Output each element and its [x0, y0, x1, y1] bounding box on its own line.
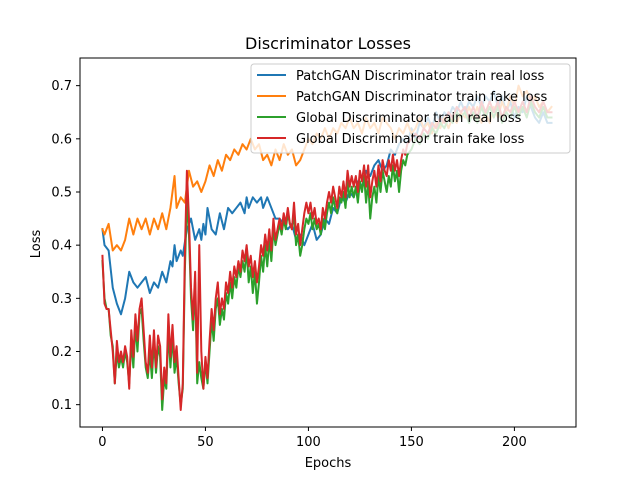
legend-label-2: PatchGAN Discriminator train fake loss — [296, 90, 548, 105]
x-tick-label: 50 — [197, 435, 214, 450]
x-tick-label: 100 — [296, 435, 321, 450]
x-axis-label: Epochs — [305, 456, 352, 471]
y-tick-label: 0.5 — [51, 185, 72, 200]
x-axis: 0 50 100 150 200 — [98, 427, 527, 450]
legend-box — [250, 63, 571, 154]
y-tick-label: 0.1 — [51, 398, 72, 413]
y-tick-label: 0.7 — [51, 79, 72, 94]
x-tick-label: 0 — [98, 435, 106, 450]
y-axis-label: Loss — [29, 230, 44, 259]
x-tick-label: 150 — [399, 435, 424, 450]
y-tick-label: 0.4 — [51, 239, 72, 254]
y-tick-label: 0.3 — [51, 292, 72, 307]
legend-label-1: PatchGAN Discriminator train real loss — [296, 69, 545, 84]
plot-frame — [79, 57, 577, 428]
y-axis: 0.1 0.2 0.3 0.4 0.5 0.6 0.7 — [51, 79, 80, 413]
y-tick-label: 0.6 — [51, 132, 72, 147]
chart-title: Discriminator Losses — [245, 34, 411, 53]
legend-label-3: Global Discriminator train real loss — [296, 111, 522, 126]
x-tick-label: 200 — [502, 435, 527, 450]
legend-label-4: Global Discriminator train fake loss — [296, 132, 525, 147]
y-tick-label: 0.2 — [51, 345, 72, 360]
chart-legend: PatchGAN Discriminator train real loss Pa… — [250, 63, 571, 154]
